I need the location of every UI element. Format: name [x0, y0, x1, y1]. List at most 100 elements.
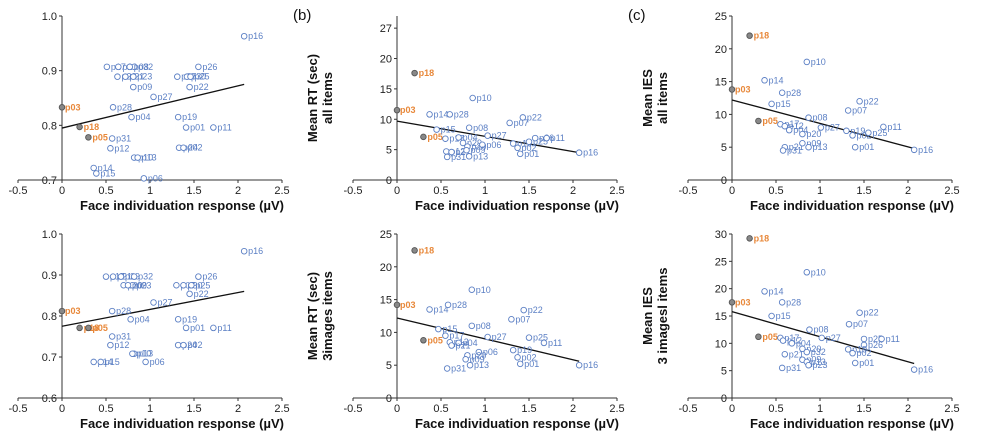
y-tick-label: 5	[386, 145, 392, 157]
point-label: p01	[524, 359, 539, 369]
x-tick-label: 2.5	[274, 403, 289, 415]
y-tick-label: 5	[721, 366, 727, 378]
point-label: p08	[813, 113, 828, 123]
data-point-p08	[468, 322, 476, 330]
x-tick-label: 2	[905, 403, 911, 415]
point-label: p27	[492, 131, 507, 141]
point-label: p08	[476, 321, 491, 331]
data-point-p18	[411, 69, 418, 77]
data-point-p03	[393, 301, 401, 309]
y-tick-label: 0.6	[42, 393, 57, 405]
point-label: p28	[116, 306, 131, 316]
point-label: p16	[248, 31, 263, 41]
data-point-p01	[182, 124, 190, 131]
y-axis-label-line: Mean IES	[640, 287, 655, 345]
data-point-p07	[508, 316, 515, 323]
data-point-p04	[455, 134, 462, 141]
x-tick-label: 1.5	[521, 403, 536, 415]
y-tick-label: 10	[715, 109, 727, 121]
point-label: p15	[442, 324, 457, 334]
y-axis-label: Mean RT (sec)3images items	[305, 271, 335, 361]
y-tick-label: 0.8	[42, 120, 57, 132]
data-point-p22	[186, 290, 193, 298]
data-point-p15	[768, 312, 775, 320]
point-label: p13	[473, 151, 488, 161]
data-point-p18	[411, 247, 418, 254]
x-tick-label: -0.5	[9, 185, 28, 197]
point-label: p23	[136, 280, 151, 290]
data-point-p02	[849, 132, 856, 139]
point-label: p20	[471, 142, 486, 152]
point-label: p10	[811, 57, 826, 67]
data-point-p09	[130, 83, 137, 91]
point-label: p11	[217, 123, 231, 133]
data-point-p29	[117, 273, 125, 280]
data-point-p06	[475, 348, 483, 356]
x-axis-label: Face individuation response (µV)	[750, 198, 954, 213]
point-label: p24	[182, 340, 197, 350]
data-point-p23	[130, 73, 137, 80]
data-point-p06	[142, 358, 149, 366]
data-point-p03	[728, 86, 736, 93]
point-label: p11	[551, 133, 565, 143]
y-tick-label: 0	[721, 175, 727, 187]
point-label: p21	[789, 142, 804, 152]
point-label: p16	[583, 148, 598, 158]
point-label: p08	[813, 325, 828, 335]
x-tick-label: 2.5	[274, 185, 289, 197]
data-point-p16	[910, 366, 918, 373]
x-tick-label: 0.5	[433, 185, 448, 197]
point-label: p32	[811, 347, 826, 357]
point-label: p18	[754, 233, 770, 243]
x-tick-label: 1	[147, 403, 153, 415]
point-label: p10	[138, 153, 153, 163]
x-axis-label: Face individuation response (µV)	[80, 198, 284, 213]
data-point-p18	[746, 235, 753, 242]
x-tick-label: 0	[394, 403, 400, 415]
data-point-p19	[174, 316, 182, 323]
point-label: p14	[769, 286, 784, 296]
point-label: p19	[852, 344, 867, 354]
data-point-p14	[90, 164, 97, 172]
point-label: p18	[754, 31, 770, 41]
point-label: p02	[187, 340, 202, 350]
data-point-p09	[124, 282, 132, 289]
point-label: p22	[194, 289, 209, 299]
point-label: p05	[427, 132, 443, 142]
point-label: p31	[451, 152, 466, 162]
data-point-p07	[173, 282, 180, 289]
point-label: p16	[583, 360, 598, 370]
data-point-p27	[818, 334, 826, 342]
point-label: p20	[806, 129, 821, 139]
y-axis-label-line: 3 imagesl items	[655, 268, 670, 365]
data-point-p27	[484, 132, 491, 139]
point-label: p32	[138, 272, 153, 282]
y-tick-label: 20	[380, 54, 392, 66]
data-point-p02	[180, 341, 187, 349]
point-label: p32	[138, 62, 153, 72]
data-point-p08	[805, 114, 812, 121]
point-label: p14	[434, 109, 449, 119]
x-axis-label: Face individuation response (µV)	[80, 416, 284, 431]
point-label: p26	[202, 62, 217, 72]
data-point-p21	[448, 342, 455, 349]
data-point-p05	[420, 337, 427, 344]
point-label: p03	[400, 105, 416, 115]
point-label: p15	[776, 99, 791, 109]
data-point-p16	[575, 361, 583, 369]
point-label: p28	[454, 109, 469, 119]
y-tick-label: 5	[386, 360, 392, 372]
x-axis-label: Face individuation response (µV)	[415, 198, 619, 213]
x-tick-label: 2	[570, 185, 576, 197]
data-point-p25	[860, 335, 868, 343]
y-tick-label: 25	[715, 11, 727, 23]
point-label: p16	[248, 246, 263, 256]
point-label: p15	[441, 125, 456, 135]
point-label: p27	[158, 92, 173, 102]
data-point-p28	[778, 299, 786, 306]
point-label: p08	[473, 123, 488, 133]
point-label: p29	[467, 138, 482, 148]
data-point-p14	[426, 111, 433, 118]
y-tick-label: 25	[715, 256, 727, 268]
